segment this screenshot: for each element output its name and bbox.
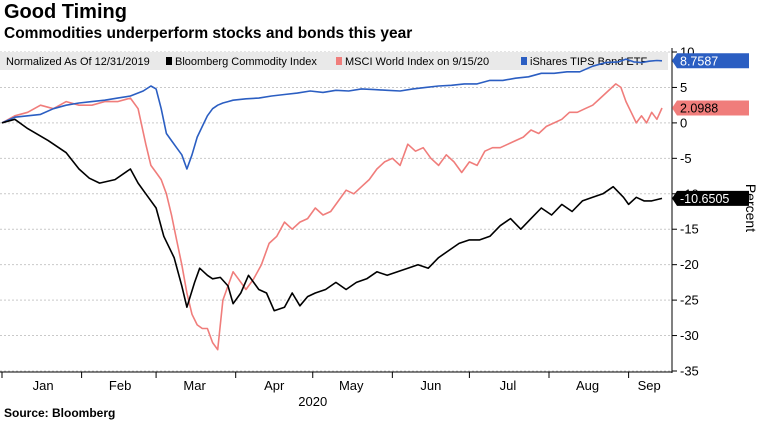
x-tick-label: Aug (576, 378, 599, 393)
x-tick-label: Feb (109, 378, 131, 393)
x-tick-label: Apr (264, 378, 285, 393)
legend-background (0, 52, 668, 70)
x-tick-label: Mar (183, 378, 206, 393)
last-value-tag (672, 190, 749, 206)
x-tick-label: Jun (420, 378, 441, 393)
y-tick-label: 0 (680, 115, 687, 130)
legend-swatch (166, 57, 172, 65)
x-year-label: 2020 (298, 394, 327, 409)
x-tick-label: Jan (33, 378, 54, 393)
y-tick-label: -30 (680, 328, 699, 343)
legend-entry: MSCI World Index on 9/15/20 (345, 56, 489, 68)
y-tick-label: -15 (680, 222, 699, 237)
legend-entry: iShares TIPS Bond ETF (530, 56, 647, 68)
y-tick-label: -35 (680, 364, 699, 379)
last-value-tag (672, 100, 749, 116)
last-value-label: 2.0988 (680, 102, 718, 116)
y-tick-label: -25 (680, 293, 699, 308)
y-tick-label: 5 (680, 80, 687, 95)
legend-swatch (521, 57, 527, 65)
x-tick-label: May (339, 378, 364, 393)
last-value-label: -10.6505 (680, 192, 729, 206)
last-value-label: 8.7587 (680, 54, 718, 68)
last-value-tag (672, 53, 749, 69)
legend-note: Normalized As Of 12/31/2019 (6, 56, 150, 68)
chart-source: Source: Bloomberg (4, 406, 116, 420)
series-line (1, 83, 663, 351)
y-tick-label: -20 (680, 257, 699, 272)
x-tick-label: Jul (500, 378, 517, 393)
x-tick-label: Sep (638, 378, 661, 393)
chart-title: Good Timing (4, 1, 127, 23)
y-tick-label: -5 (680, 151, 692, 166)
series-line (1, 118, 663, 312)
series-line (1, 58, 663, 170)
chart-subtitle: Commodities underperform stocks and bond… (4, 25, 413, 42)
legend-entry: Bloomberg Commodity Index (175, 56, 317, 68)
legend-swatch (336, 57, 342, 65)
